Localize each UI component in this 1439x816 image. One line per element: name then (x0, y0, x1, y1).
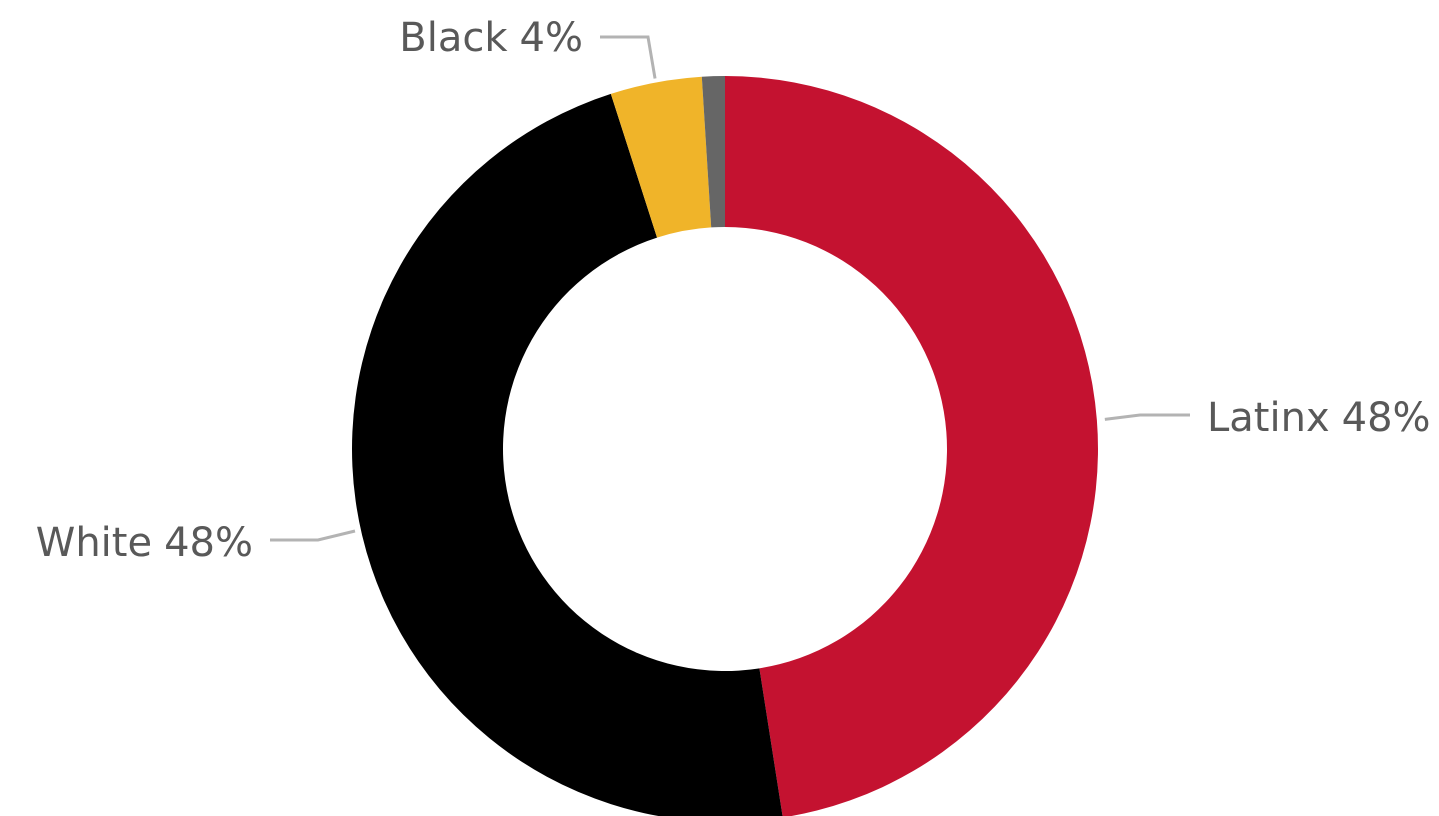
data-label: Latinx 48% (1207, 395, 1431, 441)
donut-slice (701, 76, 725, 228)
data-label: Black 4% (399, 15, 583, 61)
donut-slice (352, 93, 783, 816)
value-label: 48% (1342, 395, 1431, 441)
donut-slice (725, 76, 1098, 816)
data-label: White 48% (36, 520, 253, 566)
value-label: 4% (520, 15, 583, 61)
leader-line (270, 529, 356, 542)
category-label: Black (399, 15, 508, 61)
category-label: Latinx (1207, 395, 1330, 441)
donut-slice (610, 76, 712, 238)
leader-line (600, 35, 657, 79)
leader-line (1104, 413, 1190, 421)
category-label: White (36, 520, 152, 566)
value-label: 48% (164, 520, 253, 566)
